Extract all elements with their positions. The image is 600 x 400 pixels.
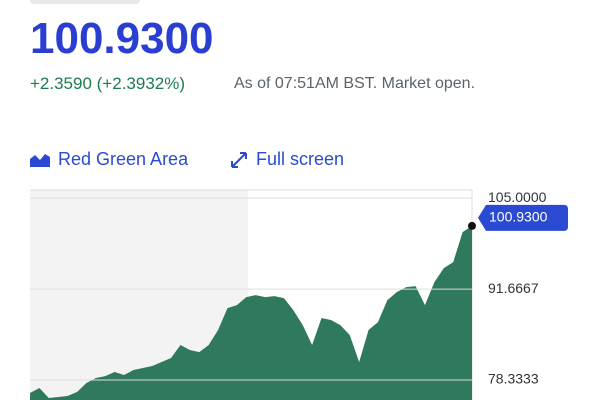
tab-stub	[30, 0, 140, 4]
last-price-dot	[468, 221, 476, 230]
chart-style-button[interactable]: Red Green Area	[30, 149, 188, 170]
market-status: As of 07:51AM BST. Market open.	[234, 75, 476, 92]
price-area	[30, 225, 472, 400]
y-tick-label: 91.6667	[488, 280, 539, 296]
last-price-label: 100.9300	[489, 209, 548, 225]
y-tick-label: 78.3333	[488, 371, 539, 387]
expand-icon	[231, 151, 247, 168]
chart-style-label: Red Green Area	[58, 149, 189, 169]
full-screen-button[interactable]: Full screen	[230, 149, 344, 170]
y-tick-label: 105.0000	[488, 189, 547, 205]
price-change: +2.3590 (+2.3932%)	[30, 74, 186, 93]
full-screen-label: Full screen	[256, 149, 345, 169]
last-price-tag	[478, 204, 568, 231]
area-icon	[30, 153, 50, 167]
price: 100.9300	[30, 14, 214, 63]
